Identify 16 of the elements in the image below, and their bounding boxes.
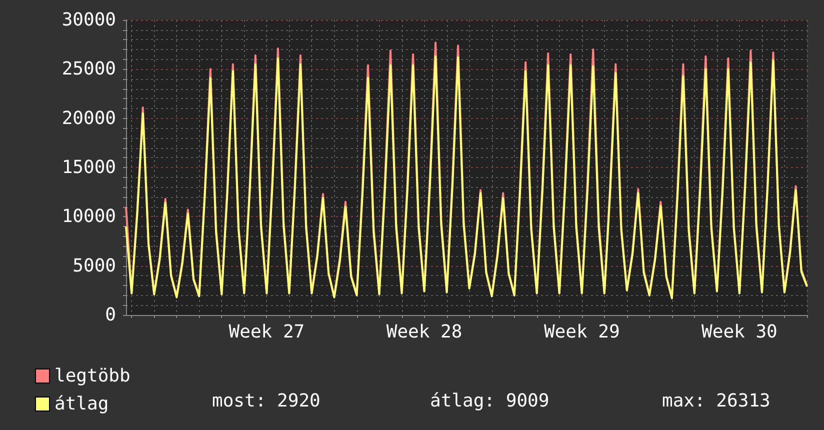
text: max: 26313 xyxy=(662,390,770,412)
text: most: 2920 xyxy=(212,390,320,412)
y-tick-label: 15000 xyxy=(62,157,116,178)
x-tick-label: Week 30 xyxy=(702,322,778,342)
legend-label: legtöbb xyxy=(54,366,130,386)
y-tick-label: 5000 xyxy=(72,255,116,276)
x-tick-label: Week 29 xyxy=(544,322,620,342)
text: átlag: 9009 xyxy=(430,390,550,412)
y-tick-label: 25000 xyxy=(62,58,116,80)
x-tick-label: Week 28 xyxy=(386,322,462,342)
legend-label: átlag xyxy=(54,394,109,414)
y-tick-label: 0 xyxy=(105,304,116,326)
y-tick-label: 10000 xyxy=(62,206,116,228)
y-tick-label: 20000 xyxy=(62,108,116,129)
y-tick-label: 30000 xyxy=(62,10,116,30)
x-tick-label: Week 27 xyxy=(228,322,305,342)
